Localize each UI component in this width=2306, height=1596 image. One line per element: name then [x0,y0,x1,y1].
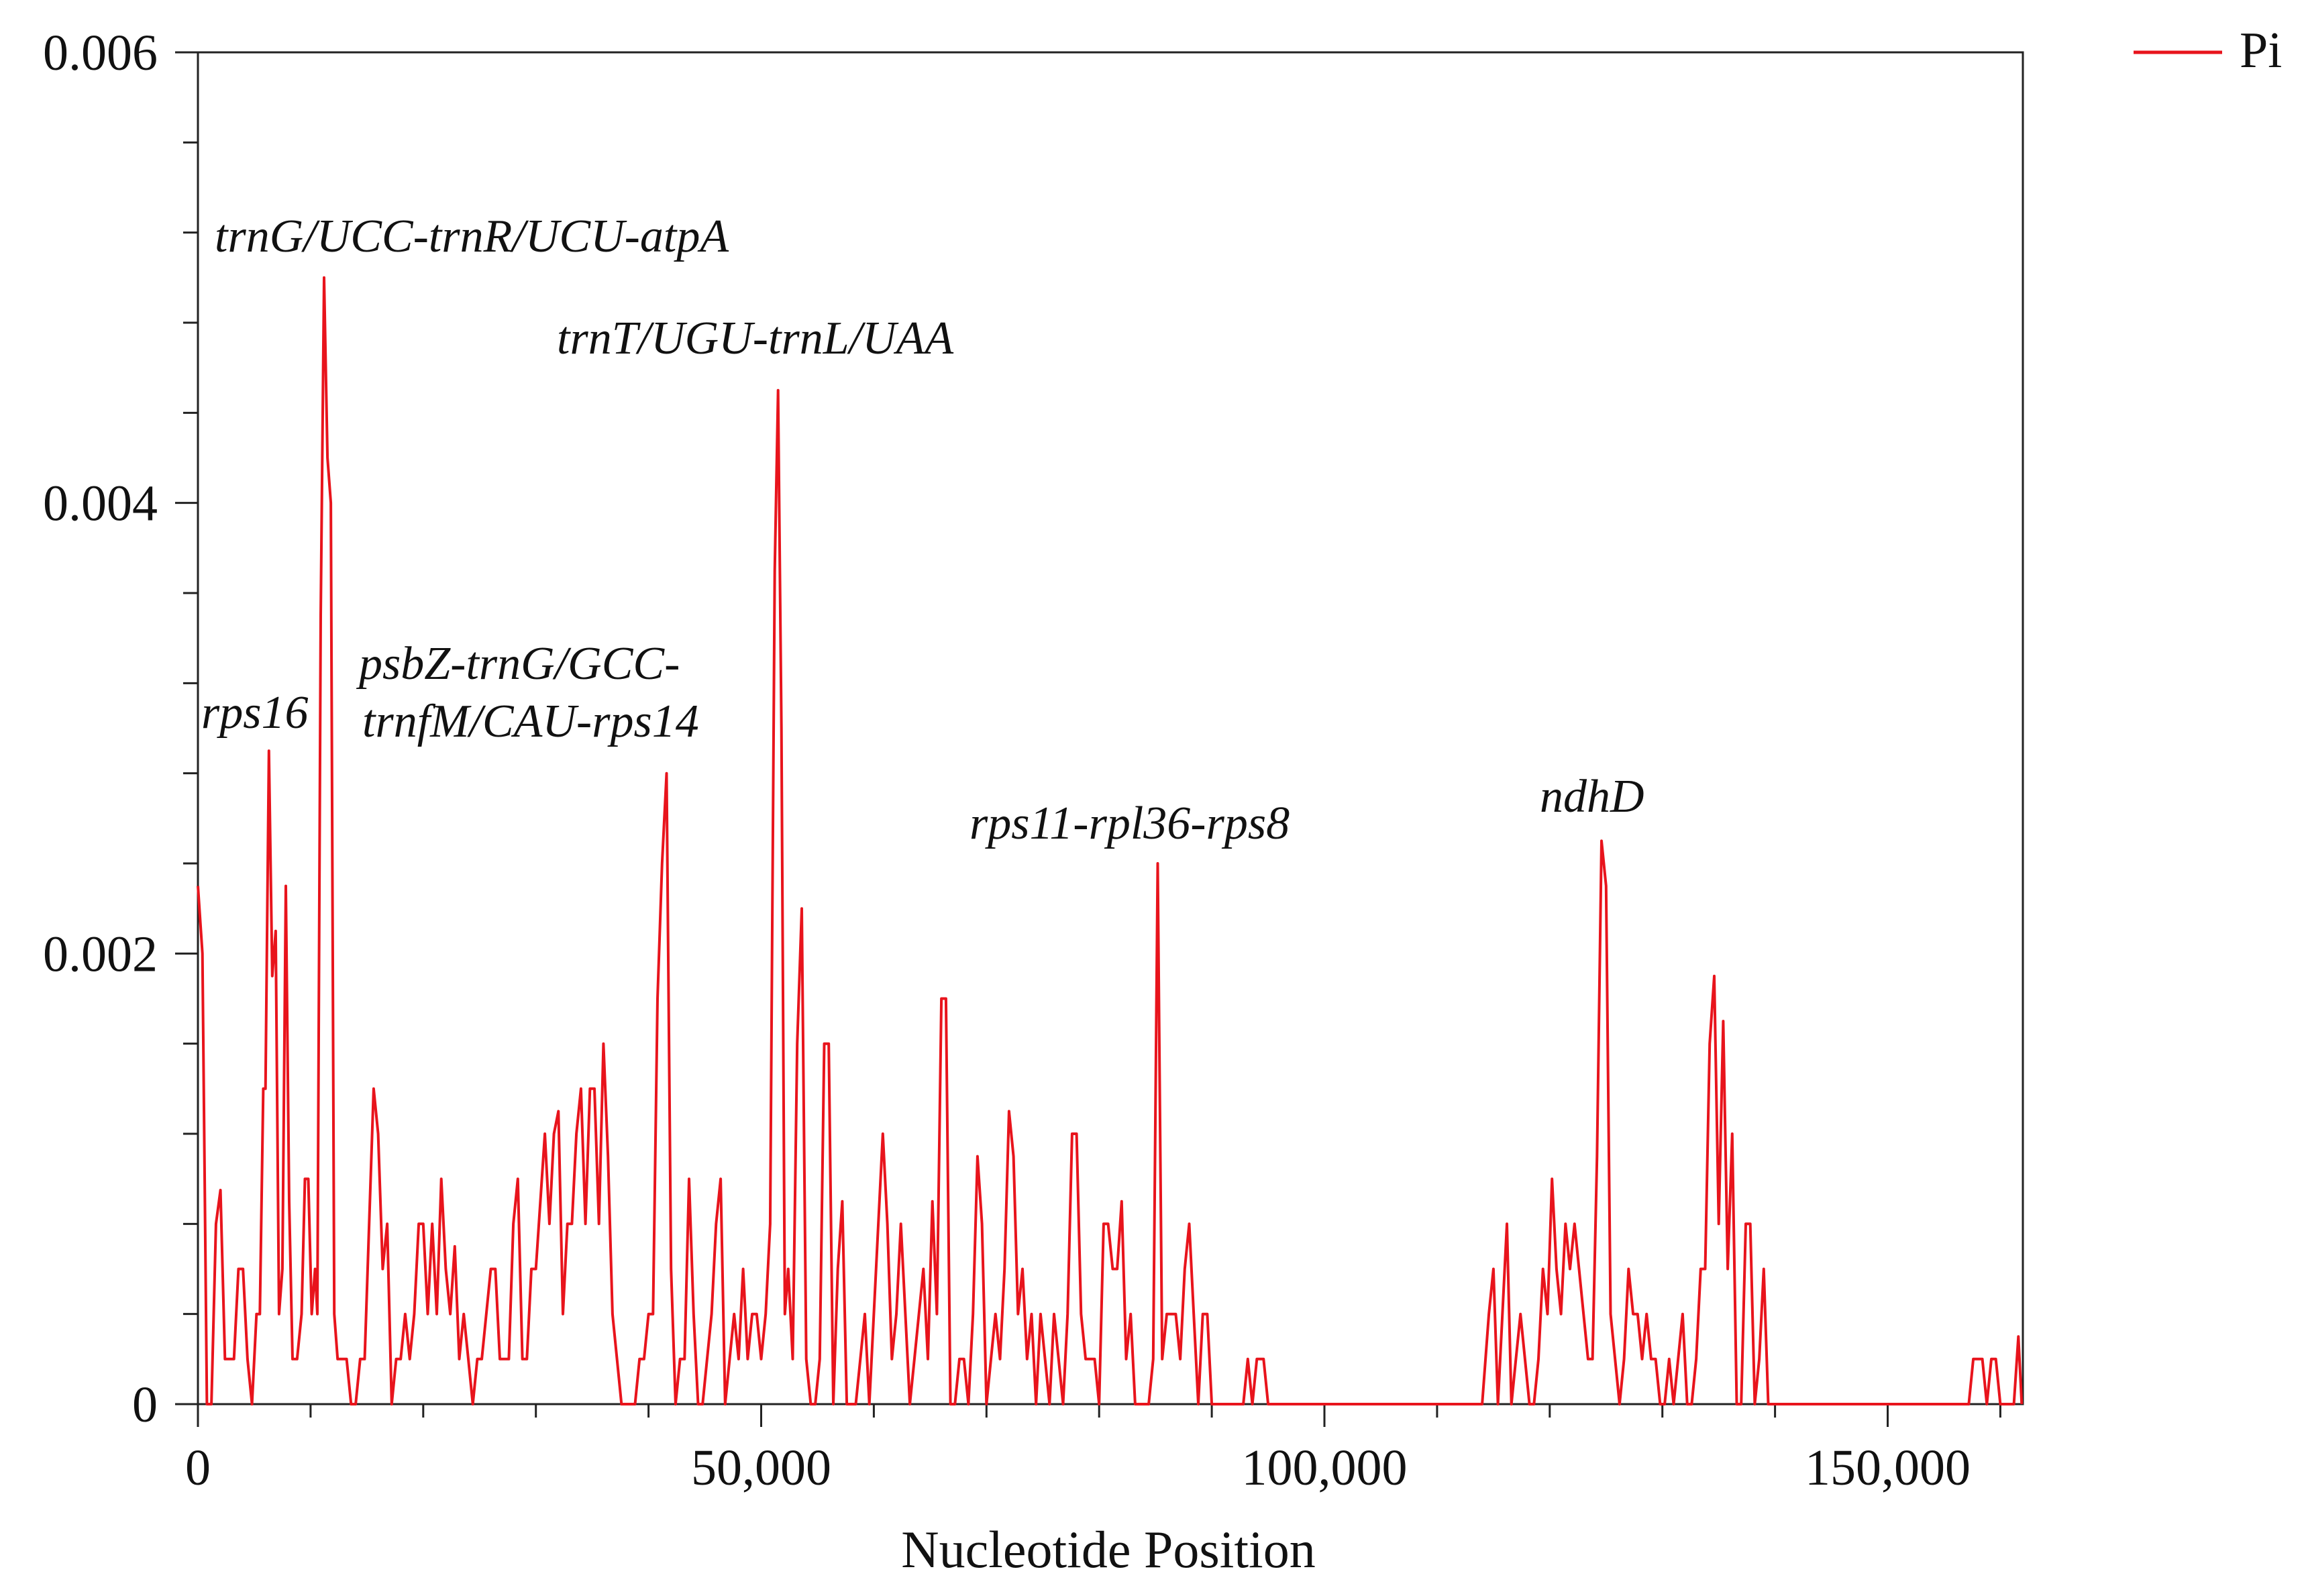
annotation-label: rps16 [201,687,308,739]
axes [197,51,2024,1405]
legend: Pi [2134,22,2282,78]
annotation-label: trnG/UCC-trnR/UCU-atpA [215,211,729,262]
series-line-pi [197,276,2024,1405]
x-tick-label: 100,000 [1242,1440,1408,1496]
annotation-label: trnfM/CAU-rps14 [362,696,699,747]
annotation-label: ndhD [1540,771,1644,822]
x-tick-label: 50,000 [691,1440,831,1496]
x-tick-label: 0 [185,1440,211,1496]
annotation-label: psbZ-trnG/GCC- [356,638,680,690]
annotation-label: trnT/UGU-trnL/UAA [557,313,953,364]
legend-label-pi: Pi [2240,22,2282,78]
y-tick-label: 0 [132,1377,158,1433]
x-tick-label: 150,000 [1805,1440,1971,1496]
annotation-label: rps11-rpl36-rps8 [969,798,1290,849]
x-axis-ticks: 0 50,000 100,000 150,000 [185,1404,2001,1496]
plot-frame [197,51,2024,1405]
y-tick-label: 0.006 [43,25,158,81]
x-axis-title: Nucleotide Position [901,1520,1315,1579]
annotations: trnG/UCC-trnR/UCU-atpA trnT/UGU-trnL/UAA r… [201,211,1644,849]
y-tick-label: 0.002 [43,926,158,982]
series-layer [197,276,2024,1405]
y-axis-ticks: 0 0.002 0.004 0.006 [43,25,198,1433]
y-tick-label: 0.004 [43,476,158,532]
